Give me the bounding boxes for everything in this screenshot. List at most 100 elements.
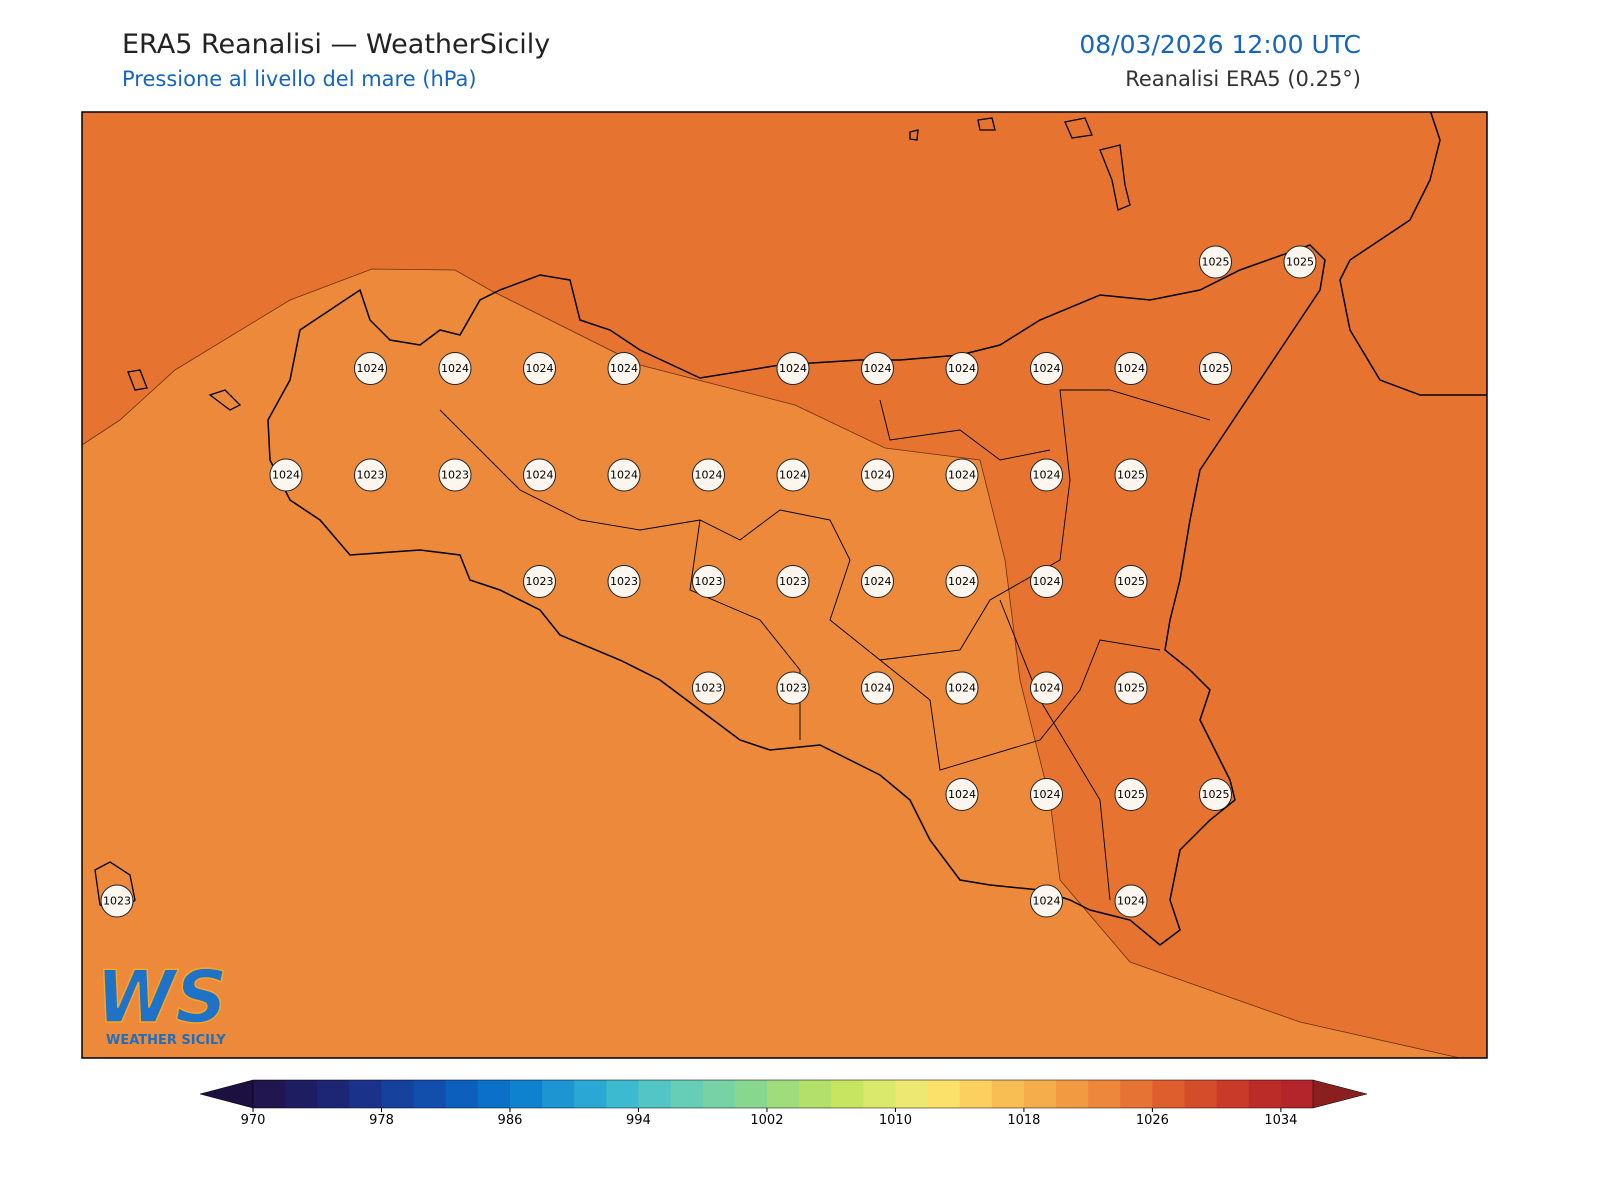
point-label: 1025 (1117, 575, 1145, 588)
pressure-points: 1025 1025 1024 1024 1024 1024 1024 1024 1024 1024… (100, 245, 1317, 918)
point-marker (776, 352, 810, 385)
point-marker (1199, 778, 1232, 811)
point-marker (523, 458, 556, 492)
point-marker (945, 352, 979, 385)
calabria-coast (1339, 112, 1487, 396)
point-label: 1024 (1033, 788, 1061, 801)
coastline (267, 244, 1326, 946)
logo-mark: WS (96, 955, 227, 1039)
colorbar-tick-label: 1018 (1007, 1113, 1040, 1128)
point-marker (945, 778, 979, 811)
point-label: 1025 (1202, 362, 1230, 375)
point-label: 1023 (526, 575, 554, 588)
colorbar-bin (1248, 1080, 1282, 1108)
colorbar-bin (285, 1080, 318, 1108)
contour-low (82, 268, 1461, 1058)
point-label: 1025 (1286, 256, 1314, 269)
subtitle: Pressione al livello del mare (hPa) (122, 67, 477, 91)
point-marker (1114, 778, 1148, 811)
point-marker (269, 458, 303, 492)
map-frame (81, 111, 1488, 1059)
colorbar-bin (831, 1080, 864, 1108)
point-marker (776, 671, 810, 705)
colorbar-under (199, 1079, 254, 1109)
point-label: 1024 (526, 362, 554, 375)
colorbar-bin (1120, 1080, 1153, 1108)
colorbar-bin (895, 1080, 929, 1108)
colorbar-bin (477, 1080, 511, 1108)
colorbar-bin (381, 1080, 415, 1108)
colorbar-bin (1216, 1080, 1250, 1108)
colorbar-bin (991, 1080, 1025, 1108)
point-label: 1024 (779, 362, 807, 375)
point-marker (945, 671, 979, 705)
point-label: 1025 (1117, 788, 1145, 801)
point-marker (945, 565, 979, 598)
point-marker (776, 565, 810, 598)
colorbar-bin (1056, 1080, 1089, 1108)
point-label: 1024 (864, 682, 892, 695)
point-marker (523, 352, 556, 385)
point-marker (1030, 671, 1063, 705)
point-label: 1023 (779, 682, 807, 695)
date: 08/03/2026 12:00 UTC (1079, 30, 1361, 59)
point-marker (354, 352, 387, 385)
point-label: 1024 (610, 362, 638, 375)
colorbar-bin (670, 1080, 704, 1108)
point-marker (1199, 245, 1232, 279)
map-area (82, 112, 1487, 1058)
point-marker (692, 671, 725, 705)
colorbar-bin (766, 1080, 800, 1108)
point-marker (1114, 565, 1148, 598)
point-label: 1024 (948, 788, 976, 801)
title: ERA5 Reanalisi — WeatherSicily (122, 29, 550, 60)
colorbar-over (1312, 1079, 1368, 1109)
point-marker (1030, 565, 1063, 598)
point-marker (1114, 458, 1148, 492)
point-marker (1199, 352, 1232, 385)
province-borders (439, 389, 1211, 901)
colorbar-tick-label: 986 (498, 1113, 523, 1128)
point-label: 1023 (695, 575, 723, 588)
colorbar-bin (542, 1080, 575, 1108)
colorbar-tick-label: 978 (369, 1113, 394, 1128)
colorbar-bin (1184, 1080, 1218, 1108)
point-label: 1024 (864, 469, 892, 482)
point-label: 1024 (1033, 362, 1061, 375)
point-label: 1023 (357, 469, 385, 482)
point-marker (607, 458, 641, 492)
point-label: 1023 (695, 682, 723, 695)
colorbar-tick-label: 1026 (1136, 1113, 1169, 1128)
colorbar-bin (638, 1080, 672, 1108)
point-label: 1024 (357, 362, 385, 375)
point-label: 1024 (948, 682, 976, 695)
point-marker (523, 565, 556, 598)
point-marker (692, 565, 725, 598)
colorbar-bin (509, 1080, 543, 1108)
point-label: 1025 (1202, 256, 1230, 269)
colorbar-bin (253, 1080, 286, 1108)
point-label: 1023 (441, 469, 469, 482)
colorbar-bin (1280, 1080, 1314, 1108)
point-label: 1024 (526, 469, 554, 482)
colorbar-tick-label: 1002 (750, 1113, 783, 1128)
point-label: 1024 (779, 469, 807, 482)
colorbar-bin (734, 1080, 768, 1108)
point-marker (100, 884, 134, 918)
point-label: 1023 (103, 895, 131, 908)
colorbar-bin (799, 1080, 832, 1108)
point-marker (1030, 352, 1063, 385)
point-marker (1030, 778, 1063, 811)
point-label: 1024 (1033, 469, 1061, 482)
point-label: 1024 (1117, 362, 1145, 375)
colorbar-tick-label: 1010 (879, 1113, 912, 1128)
point-marker (861, 565, 894, 598)
point-marker (438, 458, 472, 492)
colorbar-tick-label: 1034 (1264, 1113, 1297, 1128)
colorbar-bin (1023, 1080, 1057, 1108)
point-marker (945, 458, 979, 492)
point-label: 1024 (1117, 895, 1145, 908)
point-label: 1023 (610, 575, 638, 588)
point-label: 1024 (864, 362, 892, 375)
point-label: 1024 (1033, 895, 1061, 908)
